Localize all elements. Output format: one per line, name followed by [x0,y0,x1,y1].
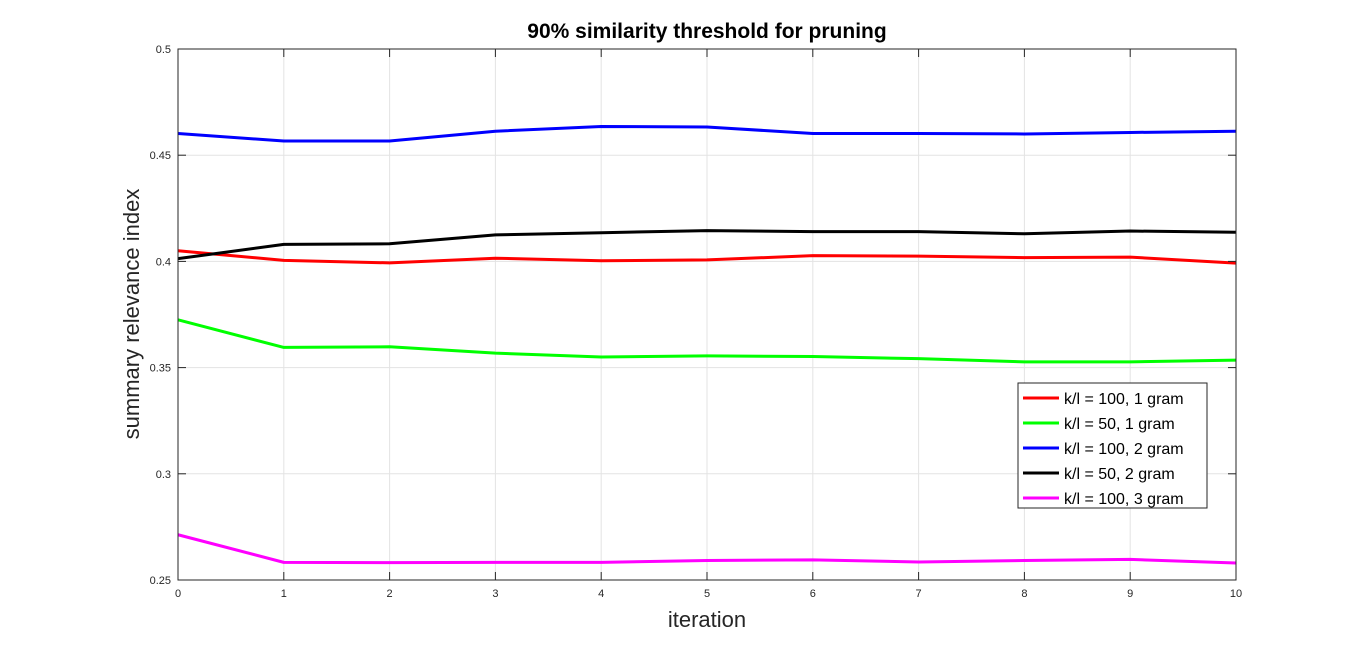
x-tick-label: 2 [387,588,393,600]
y-tick-label: 0.5 [156,44,171,56]
x-tick-label: 5 [704,588,710,600]
x-tick-label: 0 [175,588,181,600]
legend-label-5: k/l = 100, 3 gram [1064,491,1184,508]
x-tick-label: 10 [1230,588,1242,600]
x-tick-label: 8 [1021,588,1027,600]
y-tick-label: 0.4 [156,256,171,268]
legend-label-1: k/l = 100, 1 gram [1064,391,1184,408]
y-axis-label: summary relevance index [119,189,144,440]
x-axis-label: iteration [668,607,746,632]
x-tick-label: 1 [281,588,287,600]
legend-label-3: k/l = 100, 2 gram [1064,441,1184,458]
y-tick-label: 0.45 [150,150,171,162]
chart-title: 90% similarity threshold for pruning [527,20,886,43]
legend-label-2: k/l = 50, 1 gram [1064,416,1175,433]
x-tick-label: 9 [1127,588,1133,600]
x-tick-labels: 0 1 2 3 4 5 6 7 8 9 10 [175,588,1242,600]
legend-label-4: k/l = 50, 2 gram [1064,466,1175,483]
y-tick-label: 0.25 [150,575,171,587]
y-tick-labels: 0.25 0.3 0.35 0.4 0.45 0.5 [150,44,171,587]
y-tick-label: 0.35 [150,363,171,375]
x-tick-label: 4 [598,588,604,600]
x-tick-label: 3 [492,588,498,600]
x-tick-label: 6 [810,588,816,600]
y-tick-label: 0.3 [156,469,171,481]
x-tick-label: 7 [916,588,922,600]
legend: k/l = 100, 1 gram k/l = 50, 1 gram k/l = 1… [1018,383,1207,508]
